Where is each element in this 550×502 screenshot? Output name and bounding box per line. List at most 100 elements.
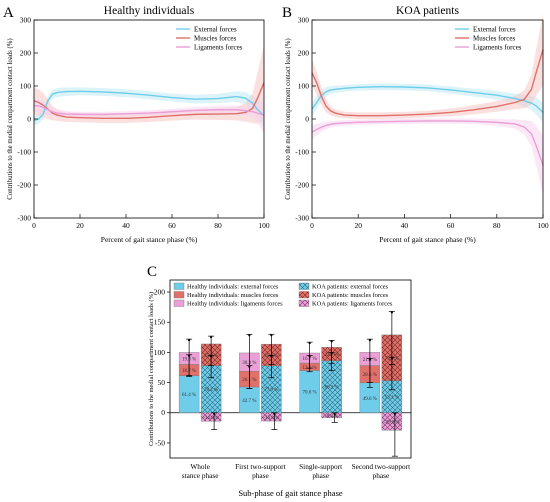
y-tick-label: -300 xyxy=(17,214,31,223)
legend-swatch-0 xyxy=(173,282,185,290)
koa-external-bar-label: 86.3 % xyxy=(325,386,339,391)
legend-label-2: Ligaments forces xyxy=(194,44,243,52)
x-axis-label: Percent of gait stance phase (%) xyxy=(101,235,198,244)
x-tick-label: 60 xyxy=(447,221,455,230)
koa-ligaments-error-point xyxy=(273,412,276,415)
legend-swatch-1 xyxy=(298,282,310,290)
x-axis-label: Percent of gait stance phase (%) xyxy=(379,235,476,244)
koa-ligaments-bar-label: -13.8 % xyxy=(263,416,279,421)
y-tick-label: 0 xyxy=(27,115,31,124)
koa-external-bar-label: 53.1 % xyxy=(385,396,399,401)
x-tick-label: 80 xyxy=(493,221,501,230)
healthy-mid-error-point xyxy=(368,358,371,361)
y-tick-label: -100 xyxy=(295,148,309,157)
category-label-line2: phase xyxy=(312,471,329,480)
y-tick-label: 0 xyxy=(305,115,309,124)
healthy-external-bar-label: 42.7 % xyxy=(242,399,256,404)
y-tick-label: 200 xyxy=(20,49,32,58)
koa-mid-error-point xyxy=(330,352,333,355)
y-tick-label: 300 xyxy=(298,16,310,25)
y-tick-label: -200 xyxy=(295,181,309,190)
healthy-mid-error-point xyxy=(308,355,311,358)
x-tick-label: 80 xyxy=(214,221,222,230)
koa-ligaments-error-point xyxy=(333,412,336,415)
koa-ligaments-error-point xyxy=(393,412,396,415)
category-label-line1: Second two-support xyxy=(352,462,411,471)
y-tick-label: 100 xyxy=(20,82,32,91)
panel-title: KOA patients xyxy=(396,5,459,17)
x-tick-label: 100 xyxy=(537,221,549,230)
healthy-external-bar-label: 49.6 % xyxy=(363,397,377,402)
healthy-total-error-point xyxy=(248,334,251,337)
category-label-line2: stance phase xyxy=(182,471,219,480)
y-tick-label: 100 xyxy=(298,82,310,91)
healthy-total-error-point xyxy=(188,339,191,342)
legend-label-1: KOA patients: external forces xyxy=(312,284,389,291)
y-tick-label: -50 xyxy=(155,438,165,447)
y-tick-label: 200 xyxy=(298,49,310,58)
legend-label-0: External forces xyxy=(473,26,516,34)
x-tick-label: 40 xyxy=(122,221,130,230)
koa-external-bar-label: 77.9 % xyxy=(264,388,278,393)
series-line-2 xyxy=(34,105,265,116)
panel-a: -300 -200 -100 0 100 200 300 0 20 40 60 80 100 A Healt… xyxy=(3,5,270,244)
x-tick-label: 0 xyxy=(32,221,36,230)
legend-label-0: External forces xyxy=(194,26,237,34)
panel-title: Healthy individuals xyxy=(104,5,195,17)
legend-label-0: Healthy individuals: external forces xyxy=(187,284,279,291)
y-axis-label: Contributions to the medial compartment … xyxy=(285,38,292,199)
koa-ligaments-error-point xyxy=(213,412,216,415)
koa-mid-error-point xyxy=(210,355,213,358)
y-tick-label: 300 xyxy=(20,16,32,25)
y-tick-label: -200 xyxy=(17,181,31,190)
healthy-total-error-point xyxy=(368,339,371,342)
series-band-0 xyxy=(34,87,264,128)
y-axis-label: Contributions to the medial compartment … xyxy=(148,292,155,446)
category-label-line2: phase xyxy=(252,471,269,480)
y-tick-label: 150 xyxy=(154,318,166,327)
koa-total-error-point xyxy=(270,334,273,337)
y-tick-label: 50 xyxy=(158,378,166,387)
healthy-external-bar-label: 61.4 % xyxy=(182,393,196,398)
healthy-external-bar-label: 70.0 % xyxy=(303,391,317,396)
koa-ligaments-bar-label: -29.0 % xyxy=(384,420,400,425)
legend-label-5: KOA patients: ligaments forces xyxy=(312,301,393,308)
x-axis-label: Sub-phase of gait stance phase xyxy=(238,488,343,498)
category-label-line1: Whole xyxy=(190,462,209,471)
koa-mid-error-point xyxy=(390,357,393,360)
series-band-2 xyxy=(312,118,543,195)
koa-mid-error-point xyxy=(270,355,273,358)
koa-ligaments-bar-label: -8.4 % xyxy=(325,414,338,419)
y-axis-label: Contributions to the medial compartment … xyxy=(7,38,14,199)
y-tick-label: -300 xyxy=(295,214,309,223)
y-tick-label: 100 xyxy=(154,348,166,357)
healthy-mid-error-point xyxy=(248,365,251,368)
healthy-mid-error-point xyxy=(188,354,191,357)
series-line-2 xyxy=(311,120,544,166)
series-band-1 xyxy=(312,13,543,119)
panel-letter: A xyxy=(3,5,14,21)
legend-label-2: Ligaments forces xyxy=(473,44,522,52)
legend-label-1: Muscles forces xyxy=(194,35,236,43)
healthy-total-error-point xyxy=(308,342,311,345)
koa-total-error-point xyxy=(210,336,213,339)
plot-frame xyxy=(169,279,412,459)
panel-letter: C xyxy=(147,264,157,280)
x-tick-label: 20 xyxy=(76,221,84,230)
x-tick-label: 0 xyxy=(310,221,314,230)
legend-swatch-4 xyxy=(173,299,185,307)
legend-swatch-2 xyxy=(173,291,185,299)
legend-label-3: KOA patients: muscles forces xyxy=(312,292,389,299)
legend-label-4: Healthy individuals: ligaments forces xyxy=(187,301,283,308)
panel-b: -300 -200 -100 0 100 200 300 0 20 40 60 80 100 B KOA p… xyxy=(282,5,549,244)
koa-ligaments-bar-label: -14.0 % xyxy=(203,416,219,421)
y-tick-label: 0 xyxy=(161,408,165,417)
x-tick-label: 40 xyxy=(401,221,409,230)
category-label-line1: Single-support xyxy=(299,462,342,471)
panel-letter: B xyxy=(282,5,292,21)
x-tick-label: 60 xyxy=(168,221,176,230)
category-label-line1: First two-support xyxy=(235,462,285,471)
x-tick-label: 100 xyxy=(258,221,270,230)
panel-c: C61.4 %18.7 %19.8 %78.2 %35.8 %-14.0 %Wh… xyxy=(147,264,412,498)
